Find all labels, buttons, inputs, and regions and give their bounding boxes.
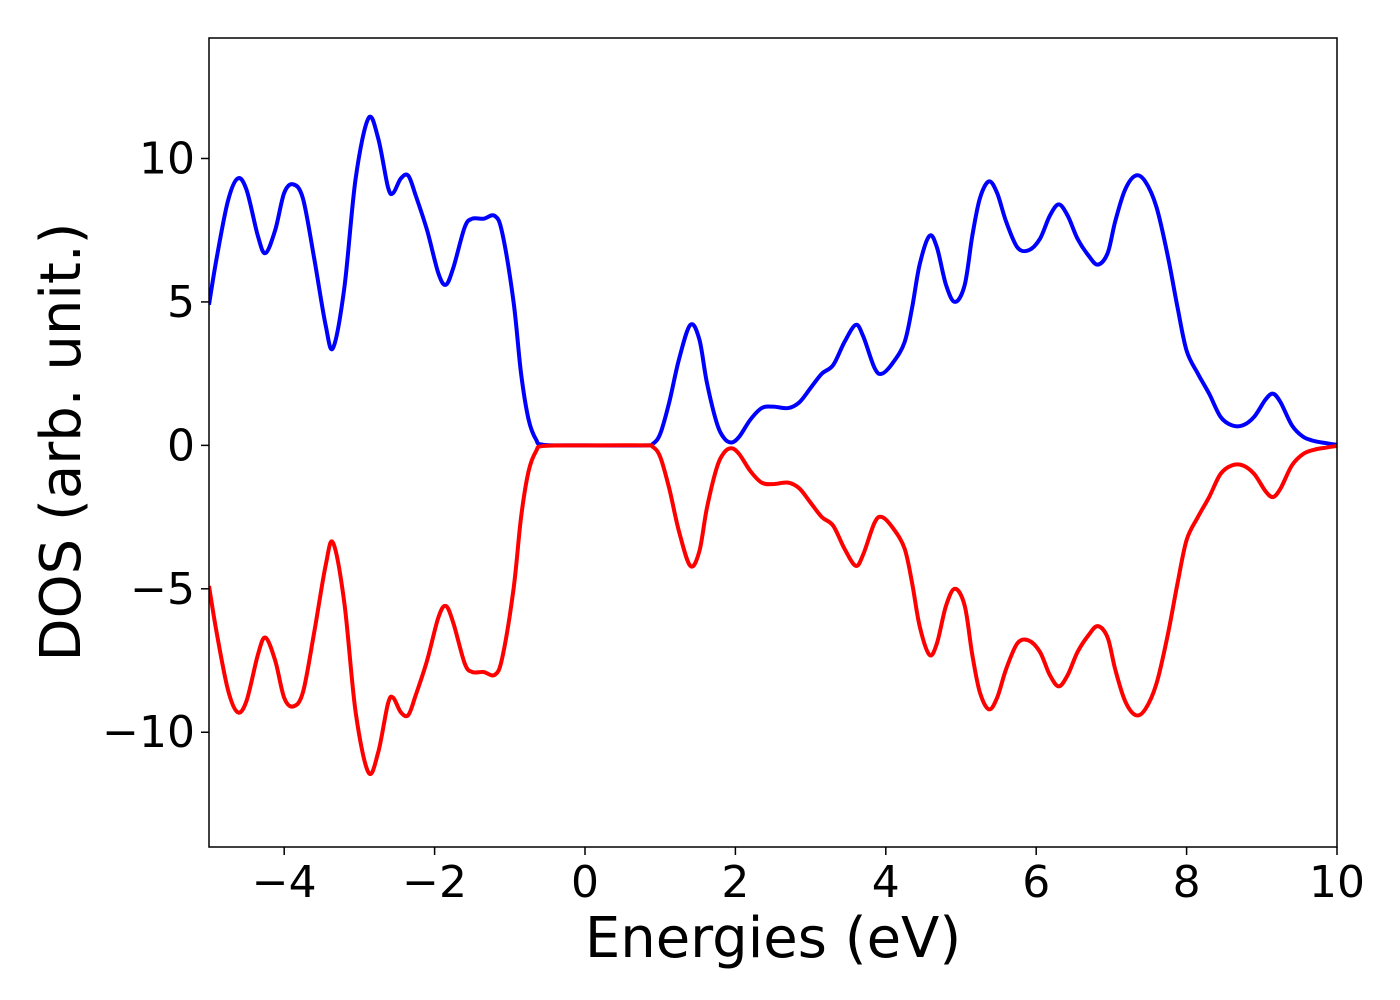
series-line-positive <box>209 114 1337 448</box>
y-axis-ticks: −10 −5 0 5 10 <box>102 133 209 758</box>
x-tick-label: −4 <box>252 857 317 908</box>
x-tick-label: 8 <box>1173 857 1201 908</box>
x-tick-label: 2 <box>721 857 749 908</box>
series-layer <box>209 114 1337 776</box>
x-axis-ticks: −4 −2 0 2 4 6 8 10 <box>252 847 1365 908</box>
y-axis-label: DOS (arb. unit.) <box>29 222 94 661</box>
y-tick-label: −5 <box>130 564 195 615</box>
x-tick-label: −2 <box>402 857 467 908</box>
x-tick-label: 10 <box>1309 857 1365 908</box>
y-tick-label: 5 <box>167 277 195 328</box>
x-axis-label: Energies (eV) <box>585 906 961 971</box>
x-tick-label: 4 <box>872 857 900 908</box>
series-line-negative <box>209 443 1337 776</box>
y-tick-label: 10 <box>139 133 195 184</box>
x-tick-label: 6 <box>1022 857 1050 908</box>
y-tick-label: 0 <box>167 420 195 471</box>
x-tick-label: 0 <box>571 857 599 908</box>
y-tick-label: −10 <box>102 707 195 758</box>
plot-frame <box>208 37 1338 848</box>
